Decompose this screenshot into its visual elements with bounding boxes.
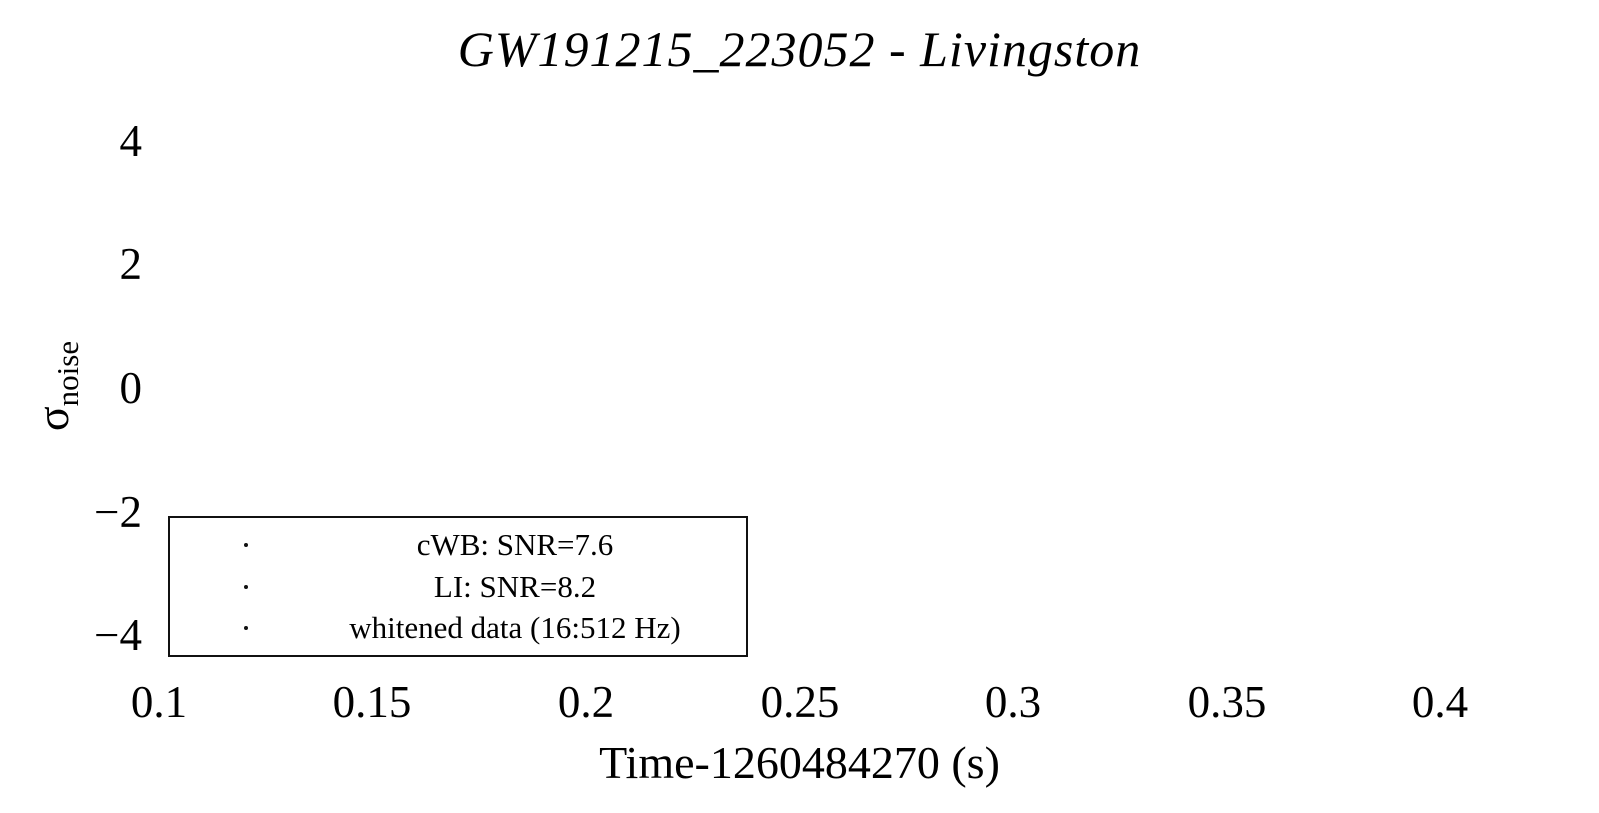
x-tick-label: 0.3 [984,677,1042,727]
y-tick-label: −4 [94,610,142,660]
y-tick-label: 2 [119,239,143,289]
legend-row-li: LI: SNR=8.2 [170,566,746,608]
legend-row-whitened: whitened data (16:512 Hz) [170,607,746,649]
y-tick-label: −2 [94,487,142,537]
legend-label-li: LI: SNR=8.2 [433,568,597,604]
legend-marker-dot [244,626,248,631]
legend-marker-dot [244,584,248,589]
x-tick-label: 0.4 [1411,677,1469,727]
y-tick-label: 4 [119,116,143,166]
legend-label-cwb: cWB: SNR=7.6 [416,526,614,562]
x-tick-label: 0.25 [760,677,840,727]
x-axis-label: Time-1260484270 (s) [599,737,1000,788]
legend-marker-dot [244,542,248,547]
legend-box: cWB: SNR=7.6 LI: SNR=8.2 whitened data (… [168,516,748,657]
x-tick-label: 0.15 [332,677,412,727]
plot-title: GW191215_223052 - Livingston [457,21,1142,77]
x-tick-label: 0.35 [1187,677,1267,727]
legend-label-whitened: whitened data (16:512 Hz) [349,610,681,646]
x-tick-label: 0.2 [557,677,615,727]
y-tick-label: 0 [119,363,143,413]
legend-row-cwb: cWB: SNR=7.6 [170,524,746,566]
x-tick-label: 0.1 [130,677,188,727]
